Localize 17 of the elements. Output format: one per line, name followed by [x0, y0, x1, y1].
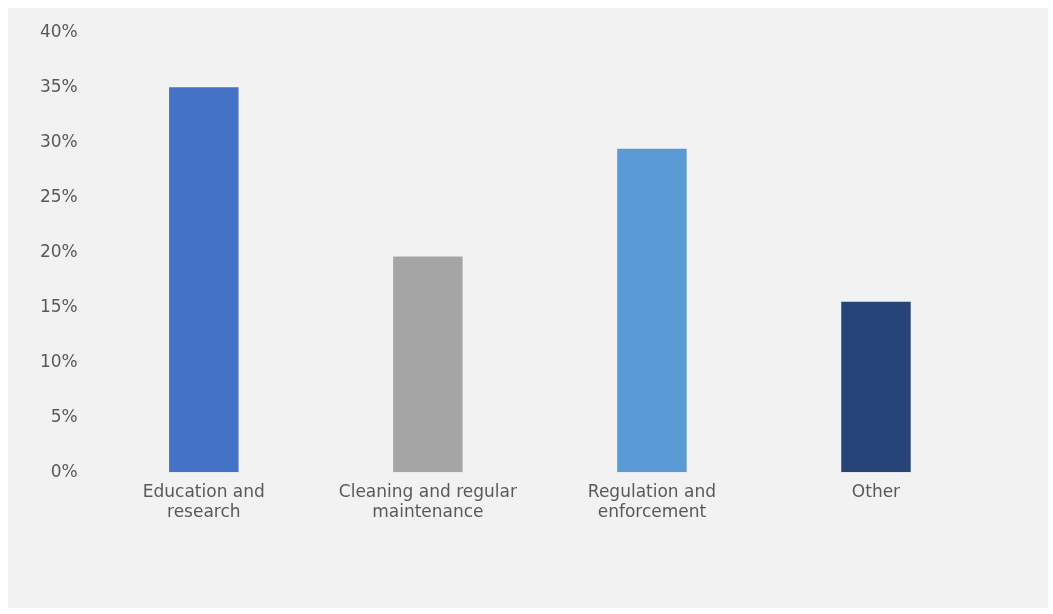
y-tick-label: 35%: [39, 75, 78, 96]
y-tick-label: 5%: [50, 405, 78, 426]
x-tick-label: Other: [851, 480, 901, 501]
bar: [393, 256, 463, 473]
y-tick-label: 0%: [50, 460, 78, 481]
y-tick-label: 25%: [39, 185, 78, 206]
y-tick-label: 30%: [39, 130, 78, 151]
bar: [617, 148, 687, 473]
x-tick-label: Education and research: [142, 480, 265, 522]
x-tick-label: Regulation and enforcement: [587, 480, 717, 522]
bar: [169, 87, 239, 473]
y-tick-label: 15%: [39, 295, 78, 316]
y-tick-label: 10%: [39, 350, 78, 371]
x-tick-label: Cleaning and regular maintenance: [338, 480, 517, 522]
bar: [841, 301, 911, 473]
y-tick-label: 40%: [39, 20, 78, 41]
y-tick-label: 20%: [39, 240, 78, 261]
